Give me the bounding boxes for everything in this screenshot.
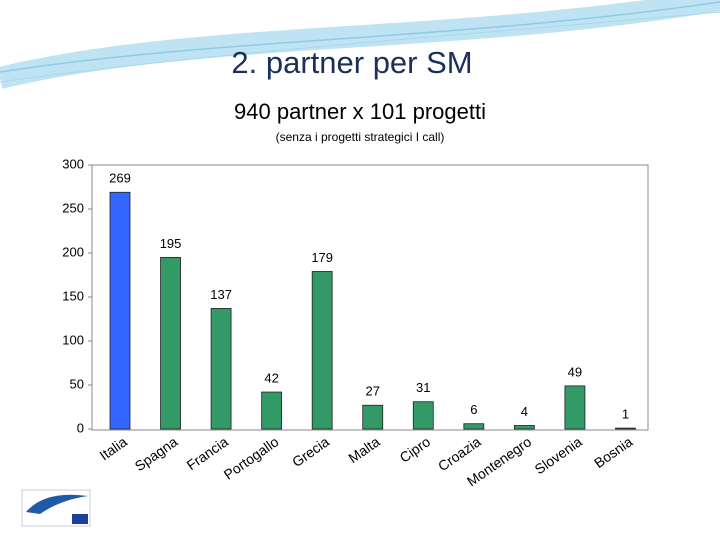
y-tick-label: 150 <box>62 288 84 303</box>
header-swoosh <box>0 0 720 89</box>
bar <box>513 425 535 430</box>
swoosh-line <box>0 1 720 73</box>
x-tick-label: Portogallo <box>221 433 282 482</box>
bar <box>412 401 434 430</box>
bar <box>109 191 131 430</box>
data-label: 137 <box>210 287 232 302</box>
x-tick-label: Slovenia <box>532 433 585 477</box>
x-tick-label: Italia <box>96 433 130 463</box>
bar <box>261 391 283 430</box>
logo-shape <box>26 494 88 514</box>
data-label: 1 <box>622 407 629 422</box>
logo <box>21 489 91 527</box>
y-tick-label: 0 <box>77 420 84 435</box>
y-tick-label: 100 <box>62 332 84 347</box>
swoosh-line <box>0 11 720 83</box>
bar <box>362 404 384 430</box>
data-label: 31 <box>416 380 430 395</box>
x-tick-label: Grecia <box>289 433 332 470</box>
logo-flag <box>72 514 88 524</box>
data-label: 269 <box>109 171 131 186</box>
bar <box>564 385 586 430</box>
data-label: 42 <box>264 370 278 385</box>
data-label: 179 <box>311 250 333 265</box>
bar <box>160 256 181 430</box>
y-tick-label: 50 <box>70 376 84 391</box>
x-tick-label: Spagna <box>132 433 181 474</box>
bar <box>210 308 232 430</box>
y-tick-label: 300 <box>62 156 84 171</box>
data-label: 6 <box>470 402 477 417</box>
bar <box>615 427 636 430</box>
data-label: 195 <box>160 236 182 251</box>
y-tick-label: 250 <box>62 200 84 215</box>
data-label: 4 <box>521 404 528 419</box>
x-tick-label: Cipro <box>397 433 434 465</box>
note: (senza i progetti strategici I call) <box>276 130 445 144</box>
data-label: 49 <box>568 364 582 379</box>
data-label: 27 <box>365 384 379 399</box>
x-tick-label: Bosnia <box>591 433 635 471</box>
slide-title: 2. partner per SM <box>231 45 472 80</box>
bar <box>463 423 485 430</box>
x-tick-label: Malta <box>345 433 382 466</box>
bar <box>311 271 333 430</box>
y-tick-label: 200 <box>62 244 84 259</box>
subtitle: 940 partner x 101 progetti <box>234 99 486 124</box>
